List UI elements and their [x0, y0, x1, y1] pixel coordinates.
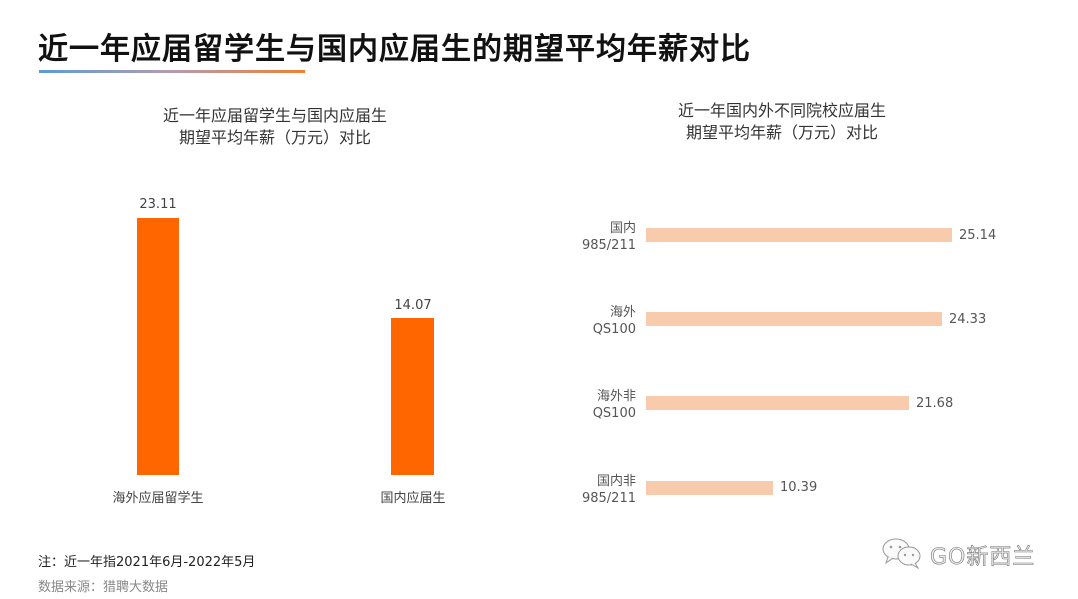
- right-chart-title: 近一年国内外不同院校应届生 期望平均年薪（万元）对比: [652, 100, 912, 144]
- hbar-value-overseas-qs100: 24.33: [949, 312, 987, 327]
- page-title: 近一年应届留学生与国内应届生的期望平均年薪对比: [38, 32, 751, 67]
- hbar-overseas-qs100: [646, 312, 942, 326]
- category-label-overseas: 海外应届留学生: [112, 491, 204, 506]
- hbar-domestic-985: [646, 228, 952, 242]
- hbar-value-overseas-non-qs100: 21.68: [916, 396, 954, 411]
- left-chart-title: 近一年应届留学生与国内应届生 期望平均年薪（万元）对比: [140, 105, 410, 149]
- hbar-value-domestic-non-985: 10.39: [780, 480, 818, 495]
- watermark: GO新西兰: [880, 536, 1035, 574]
- hbar-domestic-non-985: [646, 481, 773, 495]
- title-underline: [39, 70, 305, 73]
- category-label-overseas-non-qs100: 海外非 QS100: [592, 389, 636, 421]
- category-label-domestic-985: 国内 985/211: [581, 221, 636, 253]
- right-chart-title-line1: 近一年国内外不同院校应届生: [677, 101, 886, 120]
- category-label-domestic-non-985: 国内非 985/211: [581, 474, 636, 506]
- hbar-overseas-non-qs100: [646, 396, 909, 410]
- left-chart-title-line1: 近一年应届留学生与国内应届生: [162, 106, 387, 125]
- right-chart-title-line2: 期望平均年薪（万元）对比: [685, 123, 878, 142]
- watermark-text: GO新西兰: [930, 545, 1036, 571]
- bar-value-domestic: 14.07: [394, 298, 432, 313]
- category-label-domestic: 国内应届生: [380, 491, 446, 506]
- hbar-value-domestic-985: 25.14: [959, 228, 997, 243]
- category-label-overseas-qs100: 海外 QS100: [592, 305, 636, 337]
- data-source: 数据来源：猎聘大数据: [38, 580, 169, 595]
- footnote: 注：近一年指2021年6月-2022年5月: [38, 555, 256, 570]
- wechat-icon: [880, 536, 924, 574]
- left-chart-title-line2: 期望平均年薪（万元）对比: [178, 128, 371, 147]
- bar-domestic-graduates: [391, 318, 434, 475]
- bar-overseas-graduates: [137, 218, 179, 475]
- bar-value-overseas: 23.11: [139, 197, 177, 212]
